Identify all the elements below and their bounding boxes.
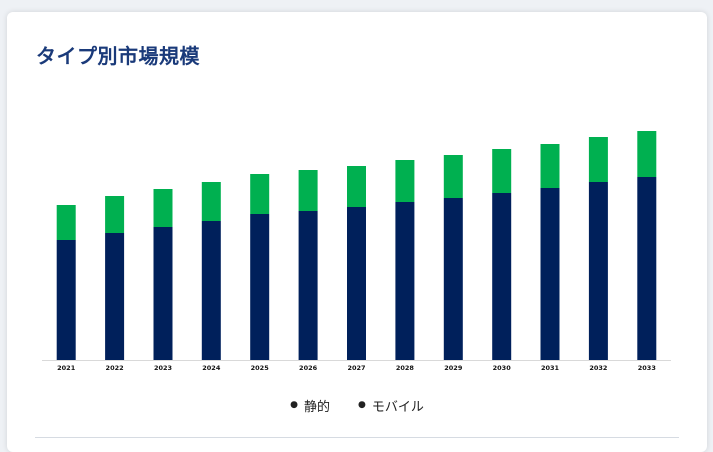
chart-card: タイプ別市場規模 2021 2022 2023 2024 2025 2026 2027 202…: [7, 12, 707, 452]
bar-segment-mobile-2023[interactable]: [153, 189, 173, 227]
bar-segment-static-2022[interactable]: [105, 233, 125, 360]
legend-item-static[interactable]: ● 静的: [290, 396, 330, 415]
x-tick-label: 2023: [154, 364, 172, 372]
x-tick-label: 2022: [106, 364, 124, 372]
bar-segment-mobile-2031[interactable]: [540, 144, 560, 188]
bar-segment-mobile-2033[interactable]: [637, 131, 657, 177]
bar-segment-static-2025[interactable]: [250, 214, 270, 360]
bar-segment-mobile-2025[interactable]: [250, 174, 270, 214]
x-tick-label: 2024: [202, 364, 221, 372]
legend-bullet: ●: [290, 400, 298, 410]
bar-segment-static-2033[interactable]: [637, 177, 657, 360]
bar-segment-mobile-2030[interactable]: [492, 149, 512, 193]
bar-segment-static-2030[interactable]: [492, 193, 512, 360]
bar-segment-mobile-2028[interactable]: [395, 160, 415, 202]
bar-segment-mobile-2024[interactable]: [201, 182, 221, 221]
bar-segment-static-2028[interactable]: [395, 202, 415, 360]
divider: [35, 437, 679, 438]
x-tick-label: 2033: [638, 364, 656, 372]
x-tick-label: 2027: [347, 364, 365, 372]
bar-segment-mobile-2032[interactable]: [588, 137, 608, 182]
bar-segment-mobile-2026[interactable]: [298, 170, 318, 211]
bar-segment-static-2024[interactable]: [201, 221, 221, 360]
bar-segment-mobile-2021[interactable]: [56, 205, 76, 240]
bar-segment-static-2023[interactable]: [153, 227, 173, 360]
chart-title: タイプ別市場規模: [36, 44, 200, 68]
bar-segment-static-2027[interactable]: [347, 207, 366, 360]
legend-item-mobile[interactable]: ● モバイル: [358, 396, 424, 415]
bar-segment-mobile-2029[interactable]: [443, 155, 463, 198]
chart-legend: ● 静的 ● モバイル: [7, 396, 707, 415]
bar-segment-static-2029[interactable]: [443, 198, 463, 360]
x-tick-label: 2029: [444, 364, 463, 372]
bar-segment-mobile-2022[interactable]: [105, 196, 125, 233]
stacked-bar-chart: 2021 2022 2023 2024 2025 2026 2027 2028 2029 2030…: [42, 131, 671, 372]
x-tick-label: 2021: [57, 364, 76, 372]
legend-label-mobile: モバイル: [371, 400, 424, 415]
bar-segment-static-2026[interactable]: [298, 211, 318, 360]
x-tick-label: 2026: [299, 364, 318, 372]
x-tick-label: 2031: [541, 364, 560, 372]
bar-segment-mobile-2027[interactable]: [347, 166, 366, 207]
legend-bullet: ●: [358, 400, 366, 410]
x-tick-label: 2030: [493, 364, 512, 372]
bar-segment-static-2021[interactable]: [56, 240, 76, 360]
x-tick-label: 2025: [251, 364, 270, 372]
bar-segment-static-2031[interactable]: [540, 188, 560, 360]
x-tick-label: 2028: [396, 364, 415, 372]
legend-label-static: 静的: [303, 400, 330, 415]
x-tick-label: 2032: [589, 364, 607, 372]
bar-segment-static-2032[interactable]: [588, 182, 608, 360]
